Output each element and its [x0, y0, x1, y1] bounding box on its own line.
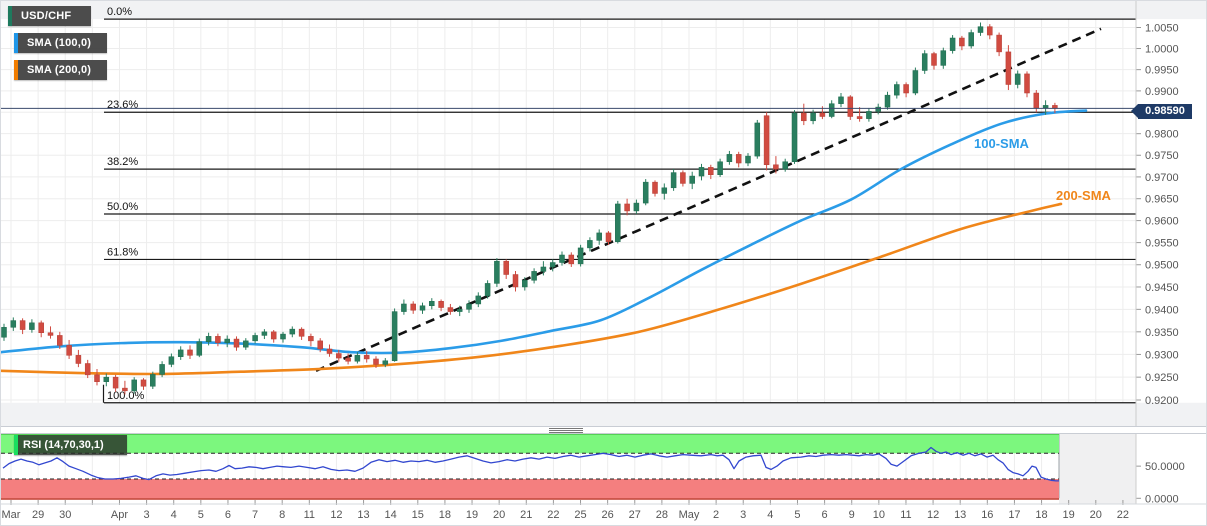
svg-text:Apr: Apr: [111, 509, 128, 521]
svg-text:50.0000: 50.0000: [1145, 461, 1185, 473]
svg-text:61.8%: 61.8%: [107, 246, 138, 258]
sma200-legend-label: SMA (200,0): [27, 64, 92, 76]
svg-text:10: 10: [873, 509, 885, 521]
svg-text:0.9450: 0.9450: [1145, 282, 1179, 294]
sma-100-line: [1, 109, 1088, 355]
symbol-accent-bar: [8, 6, 12, 26]
svg-text:0.9400: 0.9400: [1145, 304, 1179, 316]
svg-text:28: 28: [656, 509, 668, 521]
svg-text:8: 8: [279, 509, 285, 521]
svg-text:0.9550: 0.9550: [1145, 238, 1179, 250]
svg-text:18: 18: [439, 509, 451, 521]
svg-text:11: 11: [304, 509, 315, 521]
rsi-line: [2, 446, 1059, 482]
sma100-line-tag: 100-SMA: [974, 136, 1029, 151]
rsi-panel[interactable]: [1058, 434, 1136, 504]
panel-borders: [1, 1, 1206, 505]
svg-text:0.0%: 0.0%: [107, 6, 132, 18]
rsi-overbought-zone: [1, 433, 1059, 454]
svg-text:May: May: [679, 509, 700, 521]
svg-text:19: 19: [1063, 509, 1075, 521]
svg-text:13: 13: [954, 509, 966, 521]
svg-text:38.2%: 38.2%: [107, 156, 138, 168]
svg-text:50.0%: 50.0%: [107, 201, 138, 213]
svg-text:4: 4: [171, 509, 177, 521]
svg-text:26: 26: [602, 509, 614, 521]
svg-text:0.9950: 0.9950: [1145, 65, 1179, 77]
svg-text:29: 29: [32, 509, 44, 521]
svg-text:11: 11: [900, 509, 911, 521]
svg-text:27: 27: [629, 509, 641, 521]
svg-text:0.9750: 0.9750: [1145, 150, 1179, 162]
svg-text:0.9900: 0.9900: [1145, 86, 1179, 98]
svg-text:0.9200: 0.9200: [1145, 395, 1179, 407]
svg-text:19: 19: [466, 509, 478, 521]
svg-text:22: 22: [1117, 509, 1129, 521]
svg-text:4: 4: [767, 509, 773, 521]
fib-outer-zones: [1, 1, 1206, 427]
svg-text:9: 9: [849, 509, 855, 521]
svg-text:0.9600: 0.9600: [1145, 216, 1179, 228]
svg-text:5: 5: [794, 509, 800, 521]
rsi-accent-bar: [14, 435, 18, 455]
symbol-label: USD/CHF: [21, 10, 72, 22]
svg-text:0.0000: 0.0000: [1145, 493, 1179, 505]
svg-text:3: 3: [740, 509, 746, 521]
svg-text:18: 18: [1035, 509, 1047, 521]
svg-text:17: 17: [1008, 509, 1020, 521]
fib-retracement: 0.0% 23.6% 38.2% 50.0% 61.8% 100.0%: [102, 6, 1136, 404]
svg-text:20: 20: [493, 509, 505, 521]
time-axis[interactable]: Mar 29 30 Apr 3 4 5 6 7 8 11 12 13 14 15 18 19 20 21 22 25 26…: [2, 500, 1130, 521]
svg-text:3: 3: [144, 509, 150, 521]
svg-text:7: 7: [252, 509, 258, 521]
rsi-legend[interactable]: RSI (14,70,30,1): [14, 435, 127, 455]
svg-text:21: 21: [520, 509, 532, 521]
svg-text:Mar: Mar: [2, 509, 21, 521]
svg-text:6: 6: [225, 509, 231, 521]
rsi-legend-label: RSI (14,70,30,1): [23, 439, 104, 451]
svg-text:12: 12: [927, 509, 939, 521]
sma100-legend-label: SMA (100,0): [27, 37, 92, 49]
svg-text:12: 12: [330, 509, 342, 521]
svg-text:20: 20: [1090, 509, 1102, 521]
svg-text:25: 25: [574, 509, 586, 521]
svg-text:0.9350: 0.9350: [1145, 327, 1179, 339]
svg-text:0.9250: 0.9250: [1145, 372, 1179, 384]
svg-text:13: 13: [357, 509, 369, 521]
panel-divider[interactable]: [1, 426, 1206, 434]
symbol-legend[interactable]: USD/CHF: [8, 6, 91, 26]
sma100-accent-bar: [14, 33, 18, 53]
svg-text:0.9650: 0.9650: [1145, 194, 1179, 206]
sma200-legend[interactable]: SMA (200,0): [14, 60, 107, 80]
sma-200-line: [1, 202, 1063, 376]
svg-text:6: 6: [822, 509, 828, 521]
svg-text:30: 30: [59, 509, 71, 521]
rsi-axis[interactable]: 50.0000 0.0000: [1136, 461, 1185, 505]
sma200-accent-bar: [14, 60, 18, 80]
svg-text:0.9500: 0.9500: [1145, 260, 1179, 272]
svg-text:0.9700: 0.9700: [1145, 172, 1179, 184]
svg-text:1.0000: 1.0000: [1145, 44, 1179, 56]
svg-text:16: 16: [981, 509, 993, 521]
rsi-oversold-zone: [1, 478, 1059, 500]
current-price-badge: 0.98590: [1131, 104, 1192, 119]
sma100-legend[interactable]: SMA (100,0): [14, 33, 107, 53]
svg-text:1.0050: 1.0050: [1145, 23, 1179, 35]
svg-text:5: 5: [198, 509, 204, 521]
svg-text:15: 15: [412, 509, 424, 521]
svg-text:0.9800: 0.9800: [1145, 129, 1179, 141]
candlestick-series: [1, 22, 1058, 395]
svg-text:2: 2: [713, 509, 719, 521]
price-axis[interactable]: 1.0050 1.0000 0.9950 0.9900 0.9800 0.9750 0.97…: [1136, 23, 1179, 408]
svg-text:0.9300: 0.9300: [1145, 349, 1179, 361]
trendline: [315, 27, 1102, 372]
svg-text:22: 22: [547, 509, 559, 521]
svg-text:14: 14: [385, 509, 397, 521]
svg-text:23.6%: 23.6%: [107, 99, 138, 111]
divider-grip-icon[interactable]: [549, 428, 583, 434]
sma200-line-tag: 200-SMA: [1056, 188, 1111, 203]
svg-text:100.0%: 100.0%: [107, 390, 145, 402]
